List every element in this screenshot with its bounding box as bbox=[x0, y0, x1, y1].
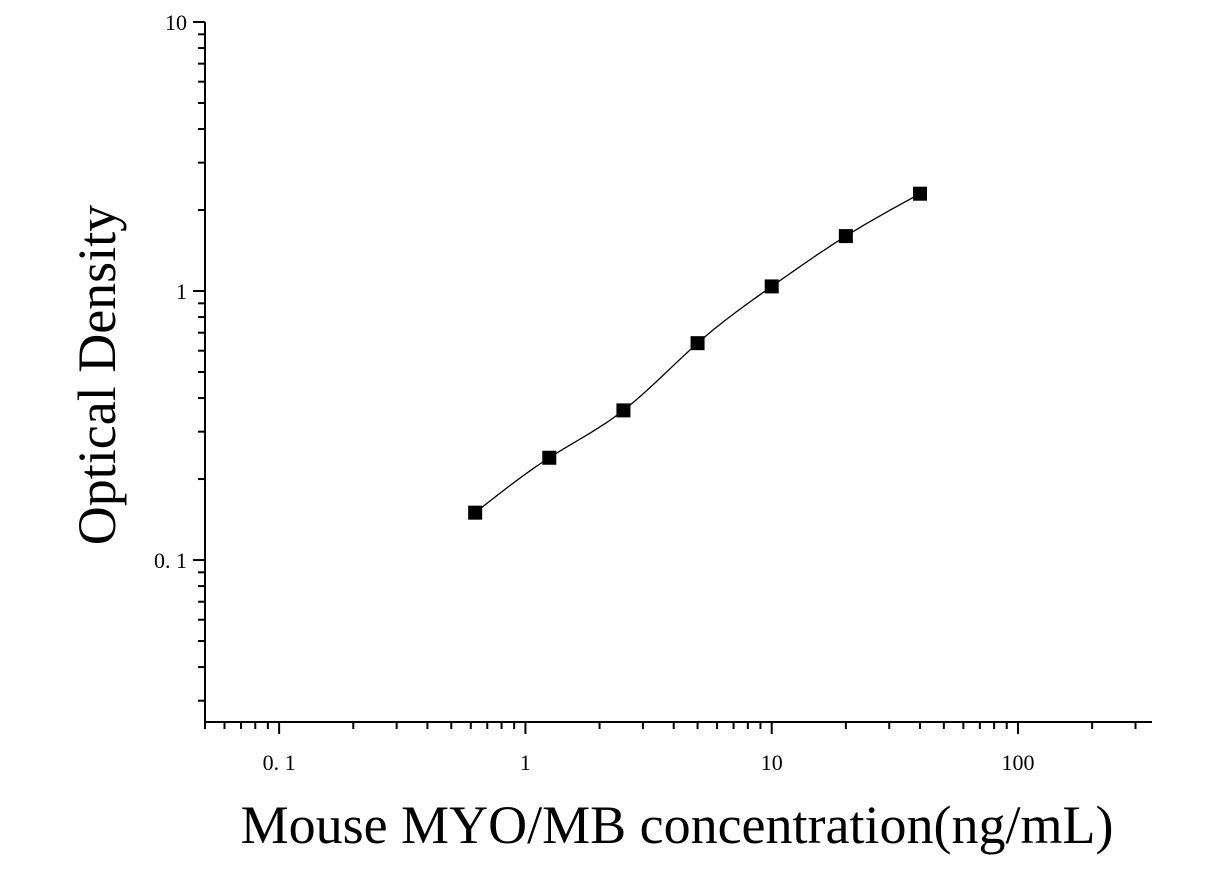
y-axis-title: Optical Density bbox=[67, 205, 127, 545]
data-points bbox=[468, 186, 927, 520]
x-tick-label: 100 bbox=[1002, 750, 1035, 775]
data-point bbox=[542, 450, 557, 465]
fit-curve-group bbox=[474, 193, 921, 514]
x-tick-label: 0. 1 bbox=[263, 750, 296, 775]
x-tick-label: 1 bbox=[520, 750, 531, 775]
x-axis-title: Mouse MYO/MB concentration(ng/mL) bbox=[241, 795, 1114, 855]
data-point bbox=[468, 505, 483, 520]
data-point bbox=[616, 403, 631, 418]
data-point bbox=[838, 229, 853, 244]
y-tick-label: 10 bbox=[165, 10, 187, 35]
data-point bbox=[912, 186, 927, 201]
axis-ticks bbox=[193, 21, 1137, 734]
y-tick-label: 1 bbox=[176, 279, 187, 304]
x-tick-label: 10 bbox=[761, 750, 783, 775]
axes bbox=[204, 22, 1152, 723]
y-tick-label: 0. 1 bbox=[154, 548, 187, 573]
data-point bbox=[764, 279, 779, 294]
fit-curve bbox=[474, 193, 921, 514]
tick-labels: 0. 1 1 10 100 0. 1 1 10 bbox=[154, 10, 1035, 775]
data-point bbox=[690, 336, 705, 351]
